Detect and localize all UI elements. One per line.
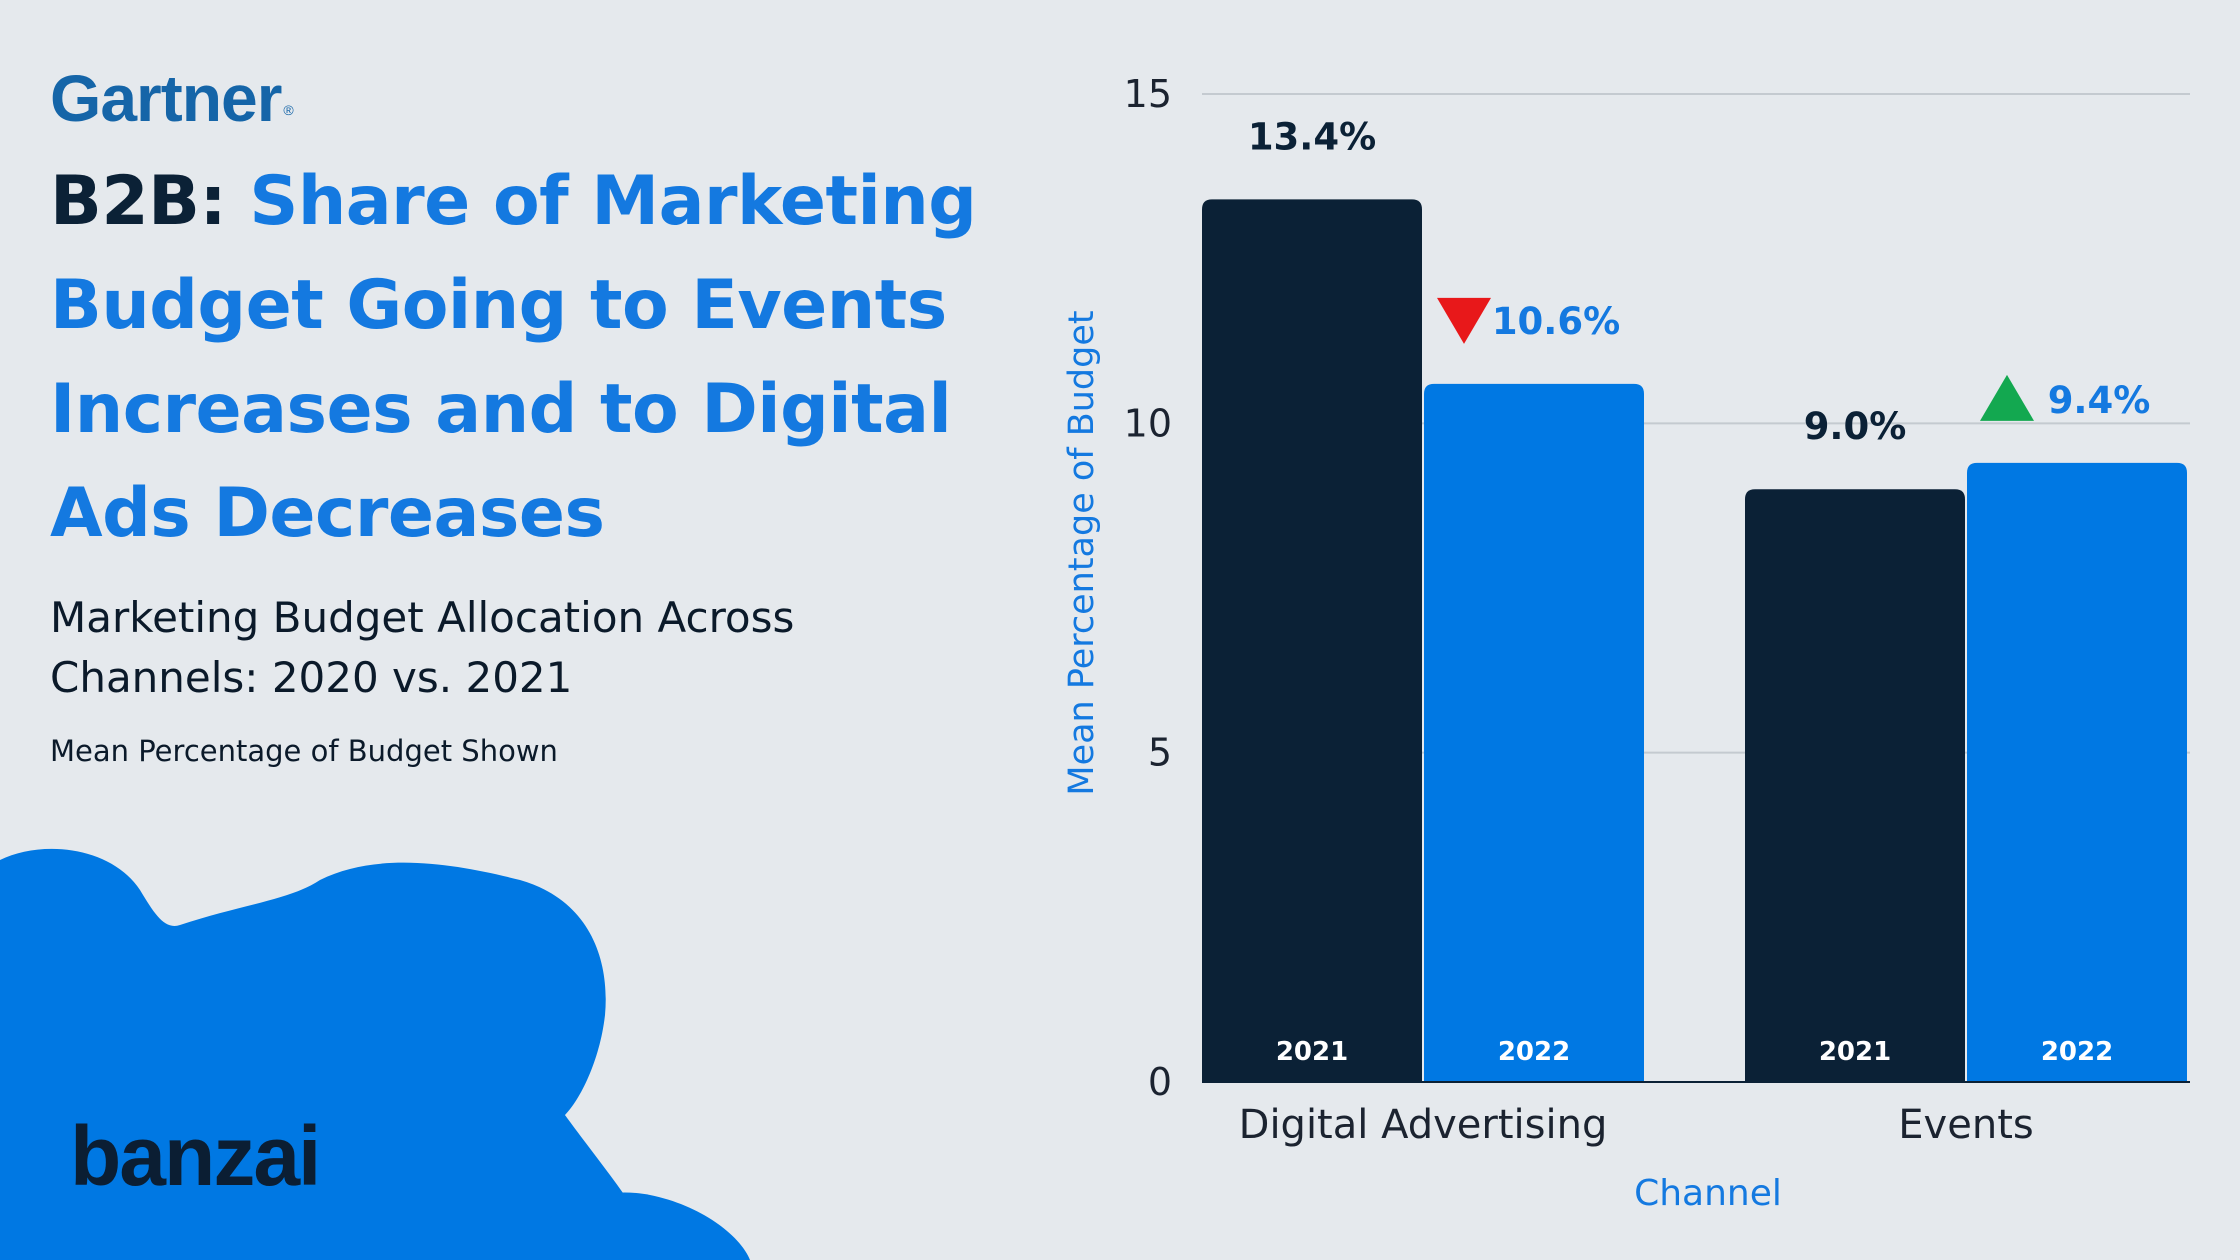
gartner-logo: Gartner ® [50,60,294,136]
bar-2022-0 [1424,383,1644,1082]
y-tick-label: 0 [1148,1060,1172,1104]
bar-2022-1 [1967,462,2187,1082]
registered-mark: ® [283,102,293,118]
bar-series-label: 2022 [2041,1037,2113,1067]
x-category-label: Digital Advertising [1239,1102,1608,1148]
banzai-logo: banzai [70,1109,321,1203]
value-label: 9.4% [2048,379,2151,422]
axes: 0 5 10 15 Digital Advertising Events Channel Me… [1062,72,2190,1214]
bar-series-label: 2022 [1498,1037,1570,1067]
headline-line-2: Budget Going to Events [50,266,947,345]
y-tick-label: 15 [1124,72,1172,116]
bar-series-label: 2021 [1276,1037,1348,1067]
data-labels: 2021 13.4% 2022 10.6% 2021 9.0% 2022 9.4% [1248,115,2151,1067]
gartner-logo-text: Gartner [50,61,282,135]
headline-prefix: B2B: [50,162,227,241]
subtitle-line-2: Channels: 2020 vs. 2021 [50,653,573,702]
y-axis-title: Mean Percentage of Budget [1062,310,1102,795]
decorative-cloud-shape [0,848,760,1260]
bar-2021-0 [1202,199,1422,1083]
value-label: 9.0% [1804,405,1907,448]
chart-subtitle: Marketing Budget Allocation Across Chann… [50,588,950,708]
bars [1202,199,2187,1083]
bar-series-label: 2021 [1819,1037,1891,1067]
subtitle-line-1: Marketing Budget Allocation Across [50,593,795,642]
headline: B2B: Share of Marketing Budget Going to … [50,150,1010,566]
bar-2021-1 [1745,489,1965,1082]
down-arrow-icon [1437,297,1491,344]
chart-note: Mean Percentage of Budget Shown [50,734,558,768]
x-category-label: Events [1898,1102,2033,1148]
headline-line-1: Share of Marketing [249,162,977,241]
headline-line-4: Ads Decreases [50,474,605,553]
up-arrow-icon [1980,374,2034,421]
y-tick-label: 10 [1124,401,1172,445]
headline-line-3: Increases and to Digital [50,370,952,449]
x-axis-title: Channel [1634,1173,1782,1214]
y-tick-label: 5 [1148,731,1172,775]
value-label: 10.6% [1492,300,1620,343]
value-label: 13.4% [1248,115,1376,158]
